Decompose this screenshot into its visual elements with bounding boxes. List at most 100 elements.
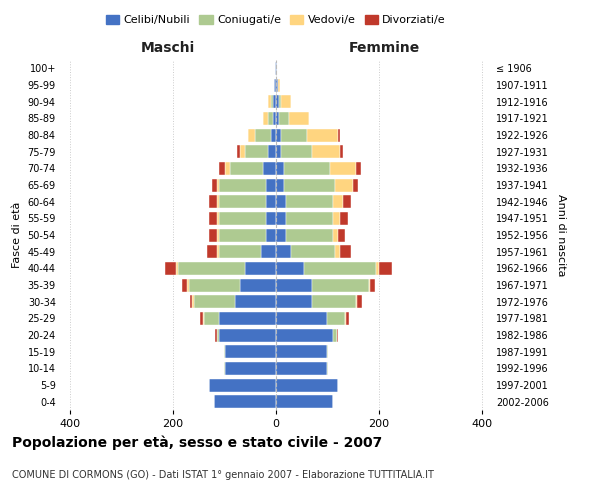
Bar (276, 78, 278, 92)
Bar (274, 112, 276, 125)
Text: Popolazione per età, sesso e stato civile - 2007: Popolazione per età, sesso e stato civil… (12, 435, 382, 450)
Bar (245, 262, 276, 275)
Bar (276, 312, 328, 325)
Bar (166, 262, 176, 275)
Bar (281, 95, 292, 108)
Bar (289, 112, 310, 125)
Bar (235, 295, 276, 308)
Bar (212, 178, 217, 192)
Bar (240, 145, 245, 158)
Bar (266, 228, 276, 241)
Bar (370, 278, 375, 291)
Bar (248, 128, 256, 141)
Bar (353, 178, 358, 192)
Bar (220, 178, 266, 192)
Bar (217, 228, 220, 241)
Bar (276, 295, 312, 308)
Text: COMUNE DI CORMONS (GO) - Dati ISTAT 1° gennaio 2007 - Elaborazione TUTTITALIA.IT: COMUNE DI CORMONS (GO) - Dati ISTAT 1° g… (12, 470, 434, 480)
Bar (343, 195, 350, 208)
Bar (335, 178, 353, 192)
Bar (278, 112, 289, 125)
Bar (312, 295, 356, 308)
Bar (278, 95, 281, 108)
Bar (276, 345, 328, 358)
Bar (220, 162, 224, 175)
Bar (281, 145, 312, 158)
Bar (182, 278, 187, 291)
Bar (268, 112, 274, 125)
Bar (220, 195, 266, 208)
Bar (335, 245, 340, 258)
Bar (238, 145, 240, 158)
Bar (276, 228, 286, 241)
Y-axis label: Anni di nascita: Anni di nascita (556, 194, 566, 276)
Bar (220, 312, 276, 325)
Bar (266, 178, 276, 192)
Bar (312, 145, 340, 158)
Bar (332, 228, 338, 241)
Y-axis label: Fasce di età: Fasce di età (12, 202, 22, 268)
Bar (330, 162, 356, 175)
Bar (276, 395, 332, 408)
Bar (332, 195, 343, 208)
Bar (266, 195, 276, 208)
Bar (209, 195, 217, 208)
Bar (276, 162, 284, 175)
Text: Femmine: Femmine (349, 41, 419, 55)
Bar (276, 262, 304, 275)
Bar (276, 245, 292, 258)
Bar (217, 195, 220, 208)
Bar (332, 328, 337, 342)
Bar (217, 178, 220, 192)
Bar (276, 95, 278, 108)
Bar (274, 95, 276, 108)
Bar (304, 262, 376, 275)
Bar (220, 245, 260, 258)
Bar (278, 78, 280, 92)
Bar (276, 212, 286, 225)
Bar (328, 312, 346, 325)
Bar (200, 312, 203, 325)
Bar (224, 162, 230, 175)
Bar (356, 295, 357, 308)
Bar (284, 162, 330, 175)
Bar (230, 162, 263, 175)
Bar (276, 178, 284, 192)
Bar (217, 328, 220, 342)
Bar (307, 128, 338, 141)
Bar (284, 178, 335, 192)
Bar (220, 228, 266, 241)
Bar (276, 145, 281, 158)
Bar (357, 295, 362, 308)
Bar (338, 128, 340, 141)
Bar (256, 128, 271, 141)
Bar (188, 278, 240, 291)
Bar (209, 212, 217, 225)
Bar (215, 328, 217, 342)
Bar (281, 128, 307, 141)
Bar (292, 245, 335, 258)
Bar (312, 278, 368, 291)
Bar (263, 162, 276, 175)
Bar (203, 312, 204, 325)
Bar (276, 128, 281, 141)
Bar (340, 245, 350, 258)
Bar (332, 212, 340, 225)
Bar (286, 195, 332, 208)
Bar (271, 95, 274, 108)
Bar (356, 162, 361, 175)
Bar (376, 262, 379, 275)
Bar (271, 128, 276, 141)
Bar (217, 245, 220, 258)
Bar (286, 212, 332, 225)
Bar (276, 112, 278, 125)
Bar (176, 262, 178, 275)
Bar (276, 378, 338, 392)
Bar (187, 278, 188, 291)
Bar (340, 145, 343, 158)
Bar (338, 228, 346, 241)
Bar (340, 212, 348, 225)
Bar (276, 362, 328, 375)
Bar (245, 145, 268, 158)
Bar (217, 212, 220, 225)
